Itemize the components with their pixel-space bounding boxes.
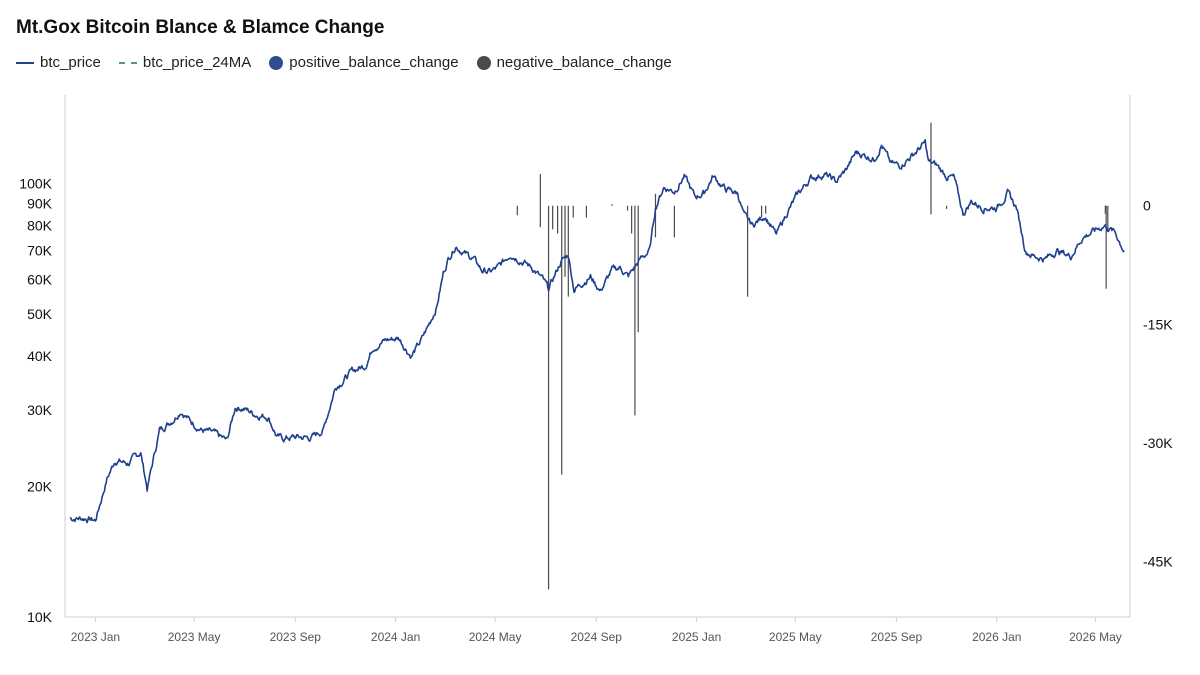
y-left-tick-label: 20K	[27, 479, 53, 495]
y-left-tick-label: 10K	[27, 609, 53, 625]
y-left-tick-label: 60K	[27, 272, 53, 288]
y-left-tick-label: 70K	[27, 243, 53, 259]
y-right-tick-label: -45K	[1143, 554, 1173, 570]
y-right-tick-label: -15K	[1143, 316, 1173, 332]
x-tick-label: 2026 May	[1069, 630, 1122, 644]
legend-swatch-positive-balance-change	[269, 55, 284, 70]
x-tick-label: 2025 Jan	[672, 630, 721, 644]
y-right-tick-label: -30K	[1143, 435, 1173, 451]
chart-legend: btc_price btc_price_24MA positive_balanc…	[16, 54, 690, 71]
price-lines	[69, 139, 1125, 524]
x-tick-label: 2026 Jan	[972, 630, 1021, 644]
x-tick-label: 2024 May	[469, 630, 522, 644]
chart-title: Mt.Gox Bitcoin Blance & Blamce Change	[16, 17, 385, 38]
legend-swatch-negative-balance-change	[476, 55, 491, 70]
x-tick-label: 2023 May	[168, 630, 221, 644]
balance-change-bars	[516, 122, 1109, 590]
y-right-tick-label: 0	[1143, 198, 1151, 214]
x-tick-label: 2025 May	[769, 630, 822, 644]
legend-label-positive-balance-change: positive_balance_change	[289, 54, 459, 71]
legend-label-btc-price: btc_price	[40, 54, 101, 71]
y-left-tick-label: 30K	[27, 402, 53, 418]
y-left-tick-label: 90K	[27, 195, 53, 211]
legend-item-negative-balance-change[interactable]: negative_balance_change	[476, 54, 672, 71]
x-tick-label: 2023 Jan	[71, 630, 120, 644]
y-left-tick-label: 80K	[27, 218, 53, 234]
btc-price-line	[69, 139, 1125, 524]
legend-item-positive-balance-change[interactable]: positive_balance_change	[269, 54, 459, 71]
y-left-tick-label: 50K	[27, 306, 53, 322]
legend-swatch-btc-price	[16, 61, 34, 64]
legend-label-negative-balance-change: negative_balance_change	[496, 54, 672, 71]
legend-swatch-btc-price-24ma	[118, 61, 137, 64]
x-tick-label: 2025 Sep	[871, 630, 923, 644]
x-tick-label: 2023 Sep	[270, 630, 322, 644]
axes: 10K 20K 30K 40K 50K 60K 70K 80K 90K 100K 0 -15K -30K…	[19, 95, 1173, 644]
legend-label-btc-price-24ma: btc_price_24MA	[142, 54, 252, 71]
y-left-tick-label: 100K	[19, 175, 52, 191]
y-left-tick-label: 40K	[27, 348, 53, 364]
legend-item-btc-price[interactable]: btc_price	[16, 54, 101, 71]
legend-item-btc-price-24ma[interactable]: btc_price_24MA	[118, 54, 252, 71]
x-tick-label: 2024 Jan	[371, 630, 420, 644]
x-tick-label: 2024 Sep	[571, 630, 623, 644]
